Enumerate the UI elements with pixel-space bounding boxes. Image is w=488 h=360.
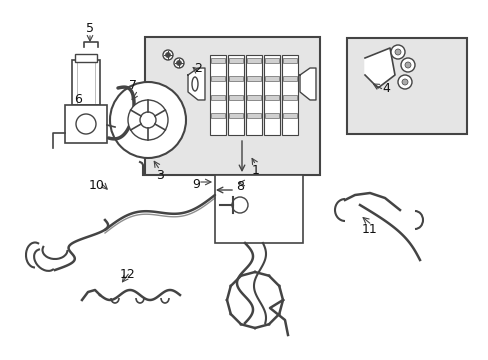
Bar — [228, 76, 243, 81]
Circle shape — [165, 53, 170, 58]
Circle shape — [397, 75, 411, 89]
Circle shape — [140, 112, 156, 128]
Bar — [282, 55, 297, 135]
Circle shape — [401, 79, 407, 85]
Bar — [210, 95, 224, 100]
Text: 3: 3 — [156, 168, 163, 181]
Bar — [264, 76, 279, 81]
Text: 4: 4 — [381, 81, 389, 95]
Polygon shape — [299, 68, 315, 100]
Bar — [215, 175, 303, 243]
Bar — [228, 58, 243, 63]
Text: 10: 10 — [89, 179, 105, 192]
Bar — [210, 58, 224, 63]
Circle shape — [174, 58, 183, 68]
Text: 12: 12 — [120, 269, 136, 282]
Bar — [264, 58, 279, 63]
Bar — [246, 113, 261, 118]
Circle shape — [231, 197, 247, 213]
Bar — [65, 105, 107, 143]
Circle shape — [110, 82, 185, 158]
Text: 9: 9 — [192, 177, 200, 190]
Bar — [228, 95, 243, 100]
Bar — [246, 58, 261, 63]
Text: 11: 11 — [362, 222, 377, 235]
Text: 1: 1 — [251, 163, 260, 176]
Bar — [245, 55, 262, 135]
Circle shape — [390, 45, 404, 59]
Bar — [75, 54, 97, 62]
Text: 8: 8 — [236, 180, 244, 193]
Text: 7: 7 — [129, 78, 137, 91]
Circle shape — [404, 62, 410, 68]
Polygon shape — [364, 48, 394, 88]
Circle shape — [163, 50, 173, 60]
Bar — [72, 60, 100, 105]
Bar — [346, 38, 466, 134]
Bar — [283, 58, 296, 63]
Circle shape — [400, 58, 414, 72]
Bar — [283, 113, 296, 118]
Bar — [283, 76, 296, 81]
Bar — [246, 76, 261, 81]
Bar — [227, 55, 244, 135]
Bar — [228, 113, 243, 118]
Text: 5: 5 — [86, 22, 94, 35]
Circle shape — [176, 60, 181, 66]
Text: 6: 6 — [74, 93, 82, 105]
Bar — [264, 113, 279, 118]
Text: 2: 2 — [194, 62, 202, 75]
Bar — [283, 95, 296, 100]
Circle shape — [128, 100, 168, 140]
Ellipse shape — [192, 77, 198, 91]
Bar — [210, 76, 224, 81]
Bar — [246, 95, 261, 100]
Bar — [264, 95, 279, 100]
Circle shape — [394, 49, 400, 55]
Bar — [209, 55, 225, 135]
Bar — [210, 113, 224, 118]
Polygon shape — [187, 68, 204, 100]
Bar — [145, 37, 319, 175]
Bar — [264, 55, 280, 135]
Circle shape — [76, 114, 96, 134]
